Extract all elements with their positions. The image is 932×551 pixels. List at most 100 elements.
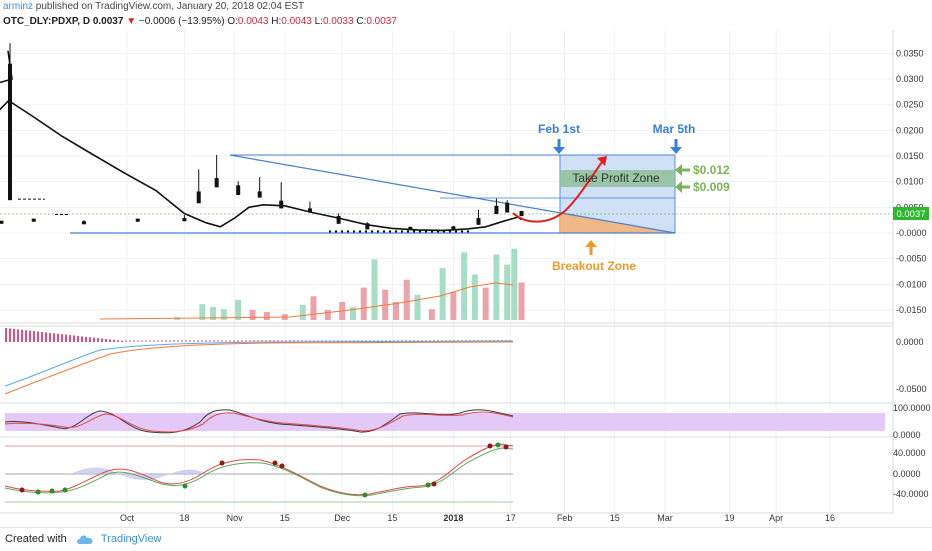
- macd-histogram-bar: [169, 340, 171, 342]
- macd-histogram-bar: [65, 334, 67, 342]
- candle-dot: [334, 230, 338, 233]
- published-text: published on TradingView.com, January 20…: [35, 1, 305, 12]
- macd-histogram-bar: [249, 340, 251, 342]
- time-tick-label: 19: [725, 513, 735, 523]
- cci-signal-dot: [182, 483, 188, 489]
- candle-dot: [364, 230, 368, 233]
- candle-dot: [388, 230, 392, 233]
- macd-histogram-bar: [61, 334, 63, 342]
- macd-histogram-bar: [309, 340, 311, 342]
- macd-histogram-bar: [49, 332, 51, 342]
- projected-breakout-arrow: [512, 161, 603, 223]
- cci-signal-dot: [49, 488, 55, 494]
- open-value: 0.0043: [237, 16, 269, 27]
- macd-histogram-bar: [261, 340, 263, 342]
- last-price-badge: 0.0037: [893, 207, 929, 220]
- close-value: 0.0037: [366, 16, 397, 27]
- macd-histogram-bar: [17, 329, 19, 342]
- volume-bar: [199, 304, 206, 320]
- macd-histogram-bar: [109, 339, 111, 342]
- cci-signal-dot: [431, 481, 437, 487]
- candle-dot: [328, 230, 332, 233]
- macd-histogram-bar: [277, 340, 279, 342]
- feb-1st-label: Feb 1st: [538, 122, 580, 136]
- macd-histogram-bar: [5, 328, 7, 342]
- macd-histogram-bar: [45, 332, 47, 342]
- time-axis[interactable]: JulOct18Nov15Dec15201817Feb15Mar19Apr16: [0, 513, 835, 523]
- time-tick-label: Mar: [657, 513, 673, 523]
- macd-histogram-bar: [205, 340, 207, 342]
- candle-dot: [466, 230, 470, 233]
- mar-down-arrow-icon: [670, 139, 682, 154]
- stoch-tick-label: 100.0000: [893, 403, 931, 413]
- macd-line-blue: [4, 340, 514, 387]
- macd-histogram-bar: [209, 340, 211, 342]
- stoch-band: [5, 413, 885, 431]
- candle-body: [0, 220, 4, 224]
- macd-histogram-bar: [101, 338, 103, 342]
- cci-signal-dot: [272, 460, 278, 466]
- cci-signal-dot: [62, 487, 68, 493]
- take-profit-label: Take Profit Zone: [572, 171, 660, 185]
- time-tick-label: Dec: [334, 513, 351, 523]
- left-arrow-009-icon: [675, 181, 690, 193]
- macd-histogram-bar: [313, 340, 315, 342]
- cci-signal-dot: [19, 487, 25, 493]
- macd-histogram-bar: [269, 340, 271, 342]
- time-tick-label: 17: [506, 513, 516, 523]
- macd-histogram-bar: [365, 340, 367, 342]
- time-tick-label: 2018: [443, 513, 463, 523]
- macd-histogram-bar: [241, 340, 243, 342]
- macd-histogram-bar: [73, 335, 75, 342]
- candle-body: [365, 223, 370, 230]
- moving-average-line: [0, 50, 522, 232]
- tradingview-cloud-icon: [76, 535, 93, 544]
- price-tick-label: -0.0050: [896, 254, 927, 264]
- price-axis[interactable]: 0.0350 0.0300 0.0250 0.0200 0.0150 0.0100 0.00…: [893, 48, 931, 499]
- macd-histogram-bar: [213, 340, 215, 342]
- macd-histogram-bar: [233, 340, 235, 342]
- volume-bar: [349, 307, 356, 320]
- volume-bar: [371, 259, 378, 320]
- macd-histogram-bar: [117, 340, 119, 342]
- macd-histogram-bar: [265, 340, 267, 342]
- volume-bar: [511, 248, 518, 320]
- cci-signal-dots: [19, 442, 509, 498]
- macd-histogram-bar: [53, 333, 55, 342]
- macd-tick-label: -0.0500: [896, 384, 927, 394]
- cci-signal-dot: [425, 482, 431, 488]
- macd-histogram-bar: [173, 340, 175, 342]
- symbol-label[interactable]: OTC_DLY:PDXP, D: [3, 16, 91, 27]
- macd-histogram-bar: [225, 340, 227, 342]
- tradingview-brand-link[interactable]: TradingView: [100, 533, 162, 545]
- time-tick-label: 15: [387, 513, 397, 523]
- price-tick-label: 0.0200: [896, 125, 924, 135]
- candle-body: [236, 185, 241, 196]
- macd-histogram-bar: [57, 333, 59, 342]
- stoch-k-line: [4, 409, 514, 434]
- author-link[interactable]: arminz: [3, 1, 34, 12]
- last-price-badge-text: 0.0037: [896, 209, 925, 220]
- time-tick-label: Oct: [120, 513, 135, 523]
- open-label: O:: [227, 16, 238, 27]
- macd-histogram-bar: [129, 340, 131, 342]
- macd-histogram-bar: [353, 340, 355, 342]
- volume-bar: [310, 296, 317, 320]
- footer: Created with TradingView: [0, 527, 932, 551]
- candle-body: [505, 202, 510, 213]
- volume-bar: [220, 309, 227, 320]
- macd-histogram-bar: [69, 335, 71, 342]
- candle-body: [214, 178, 219, 188]
- macd-histogram-bar: [305, 340, 307, 342]
- volume-bar: [439, 268, 446, 320]
- macd-histogram-bar: [317, 340, 319, 342]
- candle-dot: [346, 230, 350, 233]
- descending-trendline[interactable]: [229, 154, 676, 234]
- price-tick-label: -0.0000: [896, 228, 927, 238]
- macd-histogram-bar: [153, 340, 155, 342]
- volume-bar: [210, 307, 217, 320]
- macd-histogram-bar: [93, 337, 95, 342]
- chart-canvas[interactable]: Feb 1st Mar 5th $0.012 $0.009 Take Profi…: [0, 0, 932, 527]
- macd-histogram-bar: [369, 340, 371, 342]
- time-tick-label: 16: [825, 513, 835, 523]
